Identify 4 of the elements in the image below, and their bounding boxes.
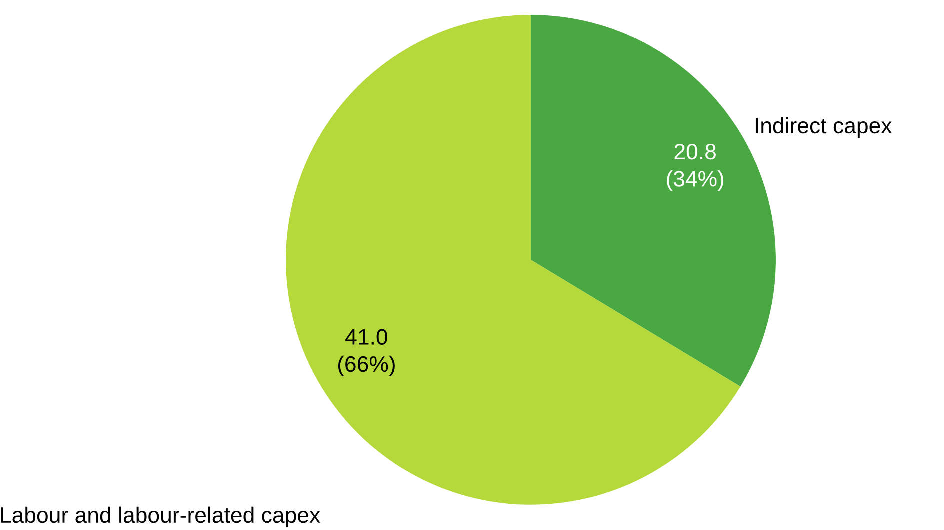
slice-label: Indirect capex	[756, 117, 892, 138]
slice-label: Labour and labour-related capex	[1, 506, 320, 528]
data-label: 20.8 (34%)	[667, 144, 724, 192]
data-label: 41.0 (66%)	[338, 329, 395, 377]
